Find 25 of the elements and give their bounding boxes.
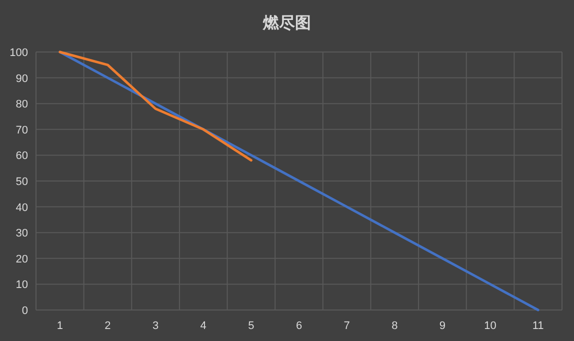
x-tick-label: 10 [484,320,496,332]
y-tick-label: 40 [16,202,28,214]
x-tick-label: 7 [344,320,350,332]
y-tick-label: 10 [16,279,28,292]
y-tick-label: 20 [16,253,28,266]
y-tick-label: 80 [16,98,28,111]
x-tick-label: 6 [296,320,302,332]
x-tick-label: 4 [200,320,206,332]
x-tick-label: 8 [392,320,398,332]
x-tick-label: 9 [439,320,446,332]
y-tick-label: 90 [16,72,28,85]
y-tick-label: 100 [10,47,28,59]
line-series [58,50,252,162]
y-tick-label: 0 [22,305,28,317]
x-tick-label: 1 [56,320,63,332]
line-series [58,50,540,312]
y-tick-label: 70 [16,124,28,136]
x-tick-label: 3 [152,320,159,332]
y-tick-label: 50 [16,176,28,188]
x-tick-label: 2 [104,320,111,332]
y-tick-label: 30 [16,228,28,240]
x-tick-label: 11 [532,320,544,332]
x-tick-label: 5 [248,320,254,332]
y-tick-label: 60 [16,150,28,162]
chart-title: 燃尽图 [262,14,311,32]
